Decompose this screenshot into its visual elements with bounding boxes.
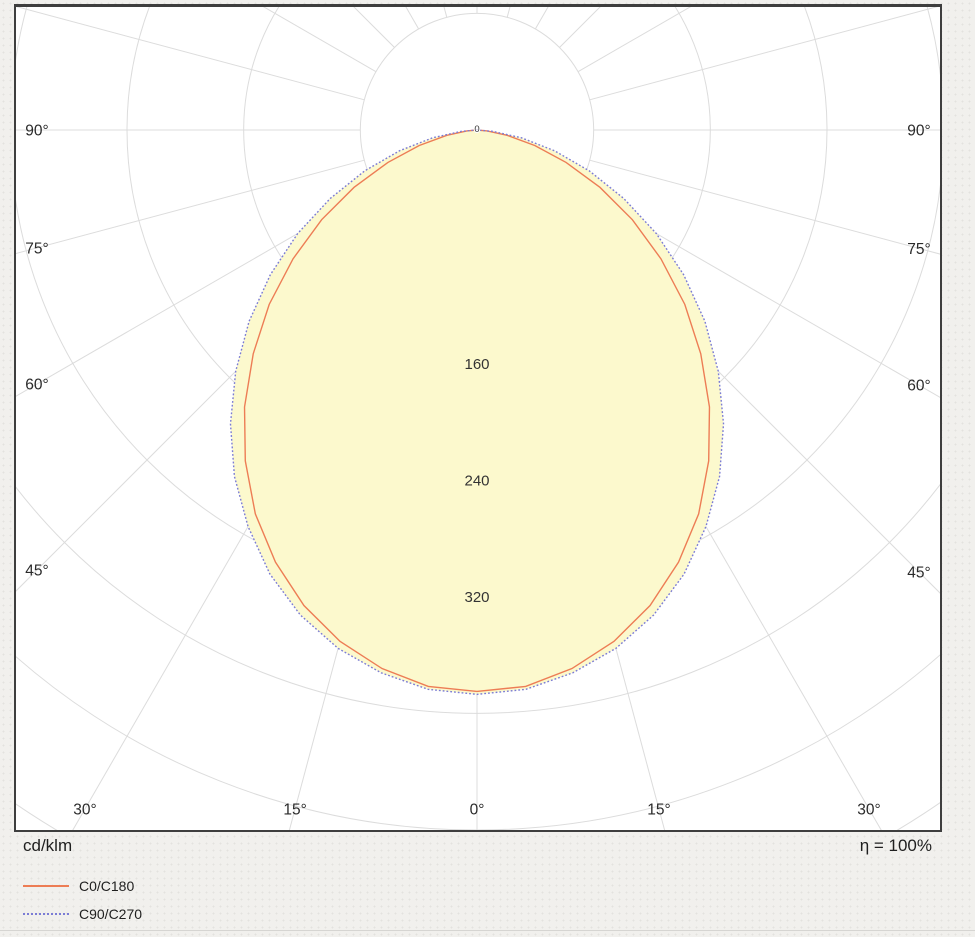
angle-label-right-90: 90° bbox=[907, 123, 930, 140]
grid-spoke--60 bbox=[16, 187, 377, 397]
grid-spoke-60 bbox=[577, 187, 940, 398]
unit-label: cd/klm bbox=[23, 836, 73, 855]
radial-tick-0: 0 bbox=[474, 124, 479, 135]
polar-plot: 0 160 240 320 90° 75° 60° 45° 30° 15° 0° 15° 30° 45° 6… bbox=[16, 7, 940, 830]
legend: C0/C180 C90/C270 bbox=[23, 872, 423, 928]
c90-c270-curve bbox=[229, 129, 725, 696]
c0-c180-line-swatch bbox=[23, 885, 69, 887]
angle-label-right-15: 15° bbox=[647, 802, 670, 819]
grid-spoke-75 bbox=[589, 159, 940, 255]
c0-c180-fill bbox=[244, 130, 710, 692]
angle-label-left-15: 15° bbox=[283, 802, 306, 819]
radial-tick-320: 320 bbox=[464, 589, 489, 606]
angle-label-right-30: 30° bbox=[857, 802, 880, 819]
angle-label-right-75: 75° bbox=[907, 241, 930, 258]
angle-label-left-30: 30° bbox=[73, 802, 96, 819]
angle-label-right-45: 45° bbox=[907, 565, 930, 582]
grid-spoke-165 bbox=[506, 7, 511, 18]
radial-tick-160: 160 bbox=[464, 356, 489, 373]
polar-diagram-frame: 0 160 240 320 90° 75° 60° 45° 30° 15° 0° 15° 30° 45° 6… bbox=[14, 4, 942, 832]
angle-label-left-45: 45° bbox=[25, 563, 48, 580]
grid-spoke--75 bbox=[16, 159, 365, 255]
angle-label-0: 0° bbox=[470, 802, 485, 819]
grid-spoke--150 bbox=[405, 7, 420, 30]
grid-spoke--165 bbox=[443, 7, 448, 18]
efficiency-label: η = 100% bbox=[859, 836, 932, 855]
grid-spoke-135 bbox=[559, 7, 601, 48]
legend-label: C0/C180 bbox=[79, 878, 135, 894]
grid-spoke--105 bbox=[16, 7, 365, 101]
grid-spoke--120 bbox=[262, 7, 377, 73]
legend-item-c90-c270: C90/C270 bbox=[23, 900, 423, 928]
angle-label-left-75: 75° bbox=[25, 240, 48, 257]
legend-item-c0-c180: C0/C180 bbox=[23, 872, 423, 900]
grid-spoke--135 bbox=[353, 7, 395, 48]
legend-label: C90/C270 bbox=[79, 906, 143, 922]
angle-label-left-90: 90° bbox=[25, 123, 48, 140]
grid-spoke-105 bbox=[589, 7, 938, 101]
angle-label-right-60: 60° bbox=[907, 378, 930, 395]
radial-tick-240: 240 bbox=[464, 472, 489, 489]
footer-bar bbox=[0, 832, 975, 931]
grid-spoke-120 bbox=[577, 7, 692, 73]
angle-label-left-60: 60° bbox=[25, 377, 48, 394]
c0-c180-curve bbox=[243, 129, 711, 693]
c90-c270-line-swatch bbox=[23, 913, 69, 915]
